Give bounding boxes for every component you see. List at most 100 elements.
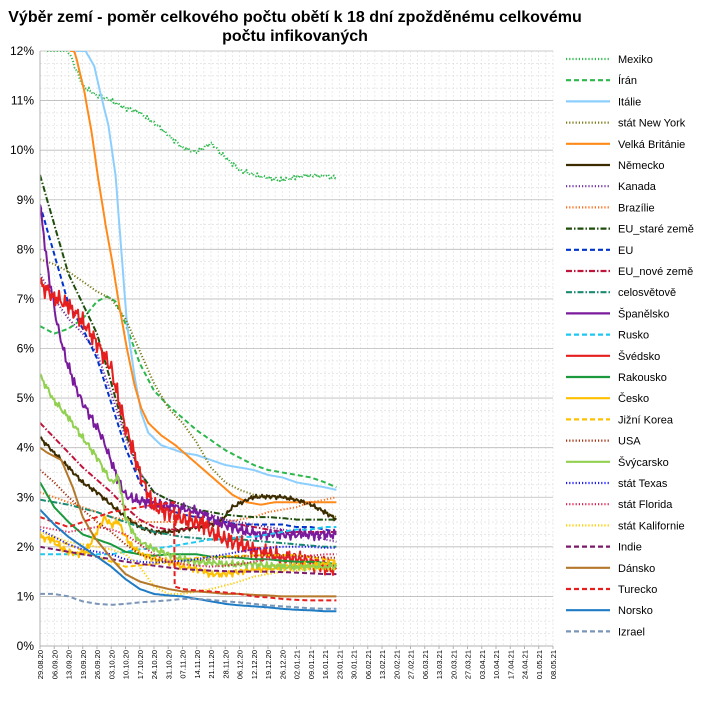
x-tick-label: 31.10.20	[164, 650, 173, 679]
legend-label: Česko	[618, 392, 649, 405]
y-tick-label: 5%	[17, 391, 35, 405]
x-tick-label: 07.11.20	[179, 650, 188, 679]
legend-label: Dánsko	[618, 563, 655, 575]
x-tick-label: 26.12.20	[278, 650, 287, 679]
legend-label: Německo	[618, 160, 664, 172]
legend: Mexiko Írán Itálie stát New York Velká Britá…	[566, 54, 694, 638]
x-tick-label: 29.08.20	[36, 650, 45, 679]
x-tick-label: 23.01.21	[335, 650, 344, 679]
legend-item: stát Florida	[566, 499, 673, 511]
legend-label: Izrael	[618, 626, 645, 638]
legend-item: EU_nové země	[566, 266, 693, 278]
x-tick-label: 12.12.20	[250, 650, 259, 679]
x-tick-label: 19.12.20	[264, 650, 273, 679]
x-tick-label: 10.10.20	[122, 650, 131, 679]
x-tick-label: 20.02.21	[392, 650, 401, 679]
chart-title-line-1: Výběr zemí - poměr celkového počtu obětí…	[8, 9, 582, 26]
x-tick-label: 20.03.21	[449, 650, 458, 679]
legend-item: USA	[566, 436, 641, 448]
series-12-line	[40, 204, 337, 542]
series-1-line	[40, 295, 337, 489]
y-tick-label: 10%	[10, 143, 34, 157]
series-8-line	[40, 174, 337, 521]
y-tick-label: 2%	[17, 540, 35, 554]
y-tick-label: 9%	[17, 193, 35, 207]
series-17-line	[40, 535, 337, 568]
x-tick-label: 30.01.21	[350, 650, 359, 679]
x-tick-label: 17.10.20	[136, 650, 145, 679]
x-tick-label: 08.05.21	[549, 650, 558, 679]
grid-layer	[39, 50, 554, 647]
x-tick-label: 24.10.20	[150, 650, 159, 679]
legend-item: EU_staré země	[566, 224, 694, 236]
y-tick-label: 1%	[17, 589, 35, 603]
series-22-line	[40, 531, 337, 595]
series-23-line	[40, 545, 337, 576]
legend-label: EU	[618, 245, 633, 257]
series-26-line	[40, 508, 337, 613]
legend-item: Velká Británie	[566, 139, 685, 151]
x-tick-label: 27.03.21	[464, 650, 473, 679]
y-tick-label: 8%	[17, 242, 35, 256]
legend-label: Brazílie	[618, 202, 655, 214]
legend-item: Španělsko	[566, 307, 669, 320]
legend-label: Norsko	[618, 605, 653, 617]
x-tick-label: 13.02.21	[378, 650, 387, 679]
legend-label: Turecko	[618, 584, 657, 596]
x-tick-label: 02.01.21	[293, 650, 302, 679]
series-18-line	[40, 469, 337, 563]
legend-item: Česko	[566, 392, 649, 405]
x-tick-label: 06.09.20	[50, 650, 59, 679]
y-tick-label: 12%	[10, 44, 34, 58]
legend-label: Velká Británie	[618, 139, 685, 151]
x-tick-label: 09.01.21	[307, 650, 316, 679]
series-11-line	[40, 498, 337, 548]
legend-label: Itálie	[618, 96, 641, 108]
legend-item: celosvětově	[566, 287, 676, 299]
legend-label: Jižní Korea	[618, 414, 674, 426]
legend-item: Švédsko	[566, 350, 660, 363]
legend-item: Německo	[566, 160, 664, 172]
legend-label: stát Kalifornie	[618, 520, 685, 532]
legend-item: Izrael	[566, 626, 645, 638]
x-tick-label: 28.11.20	[221, 650, 230, 679]
legend-item: Rusko	[566, 330, 649, 342]
legend-item: Itálie	[566, 96, 641, 108]
legend-label: Rusko	[618, 330, 649, 342]
y-tick-label: 4%	[17, 441, 35, 455]
x-tick-label: 13.03.21	[435, 650, 444, 679]
x-tick-label: 06.03.21	[421, 650, 430, 679]
series-19-line	[40, 374, 338, 572]
y-tick-label: 7%	[17, 292, 35, 306]
legend-item: Dánsko	[566, 563, 655, 575]
x-tick-label: 14.11.20	[193, 650, 202, 679]
series-15-line	[40, 481, 337, 566]
legend-label: EU_nové země	[618, 266, 693, 278]
legend-item: Turecko	[566, 584, 657, 596]
legend-item: Kanada	[566, 181, 657, 193]
series-25-line	[40, 501, 337, 602]
x-tick-label: 03.10.20	[107, 650, 116, 679]
legend-label: Švédsko	[618, 350, 660, 363]
x-tick-label: 26.09.20	[93, 650, 102, 679]
x-tick-label: 21.11.20	[207, 650, 216, 679]
series-14-line	[40, 277, 338, 576]
axes-layer: 0% 1% 2% 3% 4% 5% 6% 7% 8% 9% 10% 11% 12% 29.08.20 06.…	[10, 44, 558, 679]
legend-label: stát Texas	[618, 478, 668, 490]
x-tick-label: 10.04.21	[492, 650, 501, 679]
series-16-line	[40, 515, 338, 578]
series-7-line	[40, 491, 337, 523]
legend-label: Indie	[618, 542, 642, 554]
legend-item: Norsko	[566, 605, 653, 617]
y-tick-label: 6%	[17, 342, 35, 356]
legend-item: Rakousko	[566, 372, 667, 384]
legend-item: EU	[566, 245, 633, 257]
legend-label: Mexiko	[618, 54, 653, 66]
series-layer	[40, 51, 338, 613]
x-tick-label: 16.01.21	[321, 650, 330, 679]
legend-label: celosvětově	[618, 287, 676, 299]
x-tick-label: 06.12.20	[236, 650, 245, 679]
legend-item: Írán	[566, 74, 637, 87]
series-27-line	[40, 592, 337, 610]
y-tick-label: 11%	[11, 94, 34, 108]
